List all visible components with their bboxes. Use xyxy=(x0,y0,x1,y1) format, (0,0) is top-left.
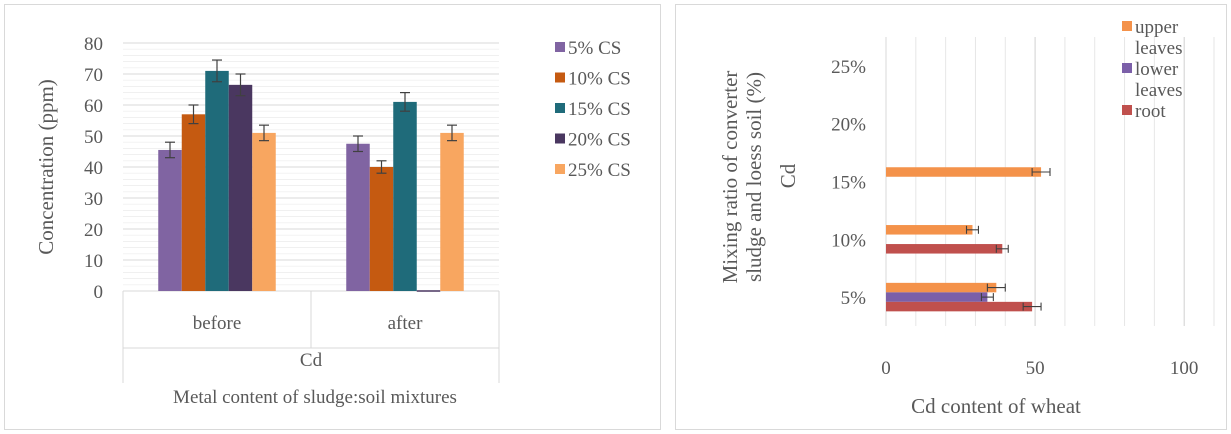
y-axis-title-line1: Mixing ratio of converter xyxy=(718,71,742,284)
legend-swatch xyxy=(1122,105,1132,115)
x-axis-title: Metal content of sludge:soil mixtures xyxy=(173,387,457,408)
legend-swatch xyxy=(1122,21,1132,31)
bar xyxy=(228,84,253,291)
bar xyxy=(393,101,417,292)
y-axis-group-label: Cd xyxy=(776,163,800,188)
x-tick-label: 50 xyxy=(1026,358,1045,379)
legend-swatch xyxy=(1122,63,1132,73)
legend-swatch xyxy=(555,42,565,52)
y-category-label: 10% xyxy=(831,230,866,251)
x-group-label: Cd xyxy=(300,350,323,371)
y-category-label: 15% xyxy=(831,173,866,194)
bar xyxy=(252,132,276,291)
legend-label: 10% CS xyxy=(568,69,631,90)
bar xyxy=(886,301,1033,312)
bar xyxy=(886,225,973,235)
bar xyxy=(181,114,206,291)
y-axis-title: Concentration (ppm) xyxy=(34,79,58,255)
concentration-bar-chart: 0 10 20 30 40 50 60 70 80 before after Cd Metal cont… xyxy=(34,34,631,408)
wheat-cd-bar-chart: 0 50 100 5% 10% 15% 20% 25% Cd content of wheat M… xyxy=(718,17,1215,418)
legend-label: leaves xyxy=(1135,38,1182,59)
bar xyxy=(886,282,997,293)
bar xyxy=(158,149,182,291)
x-category-label: after xyxy=(388,313,423,334)
bar xyxy=(886,167,1042,177)
x-category-label: before xyxy=(193,313,242,334)
bar xyxy=(440,132,464,291)
y-axis-title-line2: sludge and loess soil (%) xyxy=(742,72,766,282)
bar xyxy=(369,167,394,291)
y-tick-label: 40 xyxy=(84,158,103,179)
y-category-label: 25% xyxy=(831,57,866,78)
y-category-label: 20% xyxy=(831,115,866,136)
left-chart-panel: 0 10 20 30 40 50 60 70 80 before after Cd Metal cont… xyxy=(4,4,661,430)
legend-swatch xyxy=(555,164,565,174)
x-tick-label: 100 xyxy=(1170,358,1199,379)
bar xyxy=(886,292,988,302)
bar xyxy=(205,70,229,292)
y-tick-label: 10 xyxy=(84,251,103,272)
y-tick-label: 60 xyxy=(84,96,103,117)
right-chart-panel: 0 50 100 5% 10% 15% 20% 25% Cd content of wheat M… xyxy=(675,4,1227,430)
y-category-label: 5% xyxy=(841,288,867,309)
bar xyxy=(346,143,370,291)
x-tick-label: 0 xyxy=(881,358,891,379)
legend-label: 15% CS xyxy=(568,99,631,120)
y-tick-label: 0 xyxy=(94,282,104,303)
y-tick-label: 20 xyxy=(84,220,103,241)
legend-swatch xyxy=(555,72,565,83)
legend-swatch xyxy=(555,133,565,144)
legend-label: 5% CS xyxy=(568,38,621,59)
y-tick-label: 30 xyxy=(84,189,103,210)
legend-label: root xyxy=(1135,101,1166,122)
x-axis-title: Cd content of wheat xyxy=(911,394,1081,418)
y-tick-label: 50 xyxy=(84,127,103,148)
legend-label: lower xyxy=(1135,59,1179,80)
legend-label: leaves xyxy=(1135,80,1182,101)
legend-label: upper xyxy=(1135,17,1179,38)
legend-label: 20% CS xyxy=(568,130,631,151)
y-tick-label: 80 xyxy=(84,34,103,55)
bar xyxy=(886,244,1003,254)
y-tick-label: 70 xyxy=(84,65,103,86)
legend-swatch xyxy=(555,103,565,113)
legend-label: 25% CS xyxy=(568,160,631,181)
